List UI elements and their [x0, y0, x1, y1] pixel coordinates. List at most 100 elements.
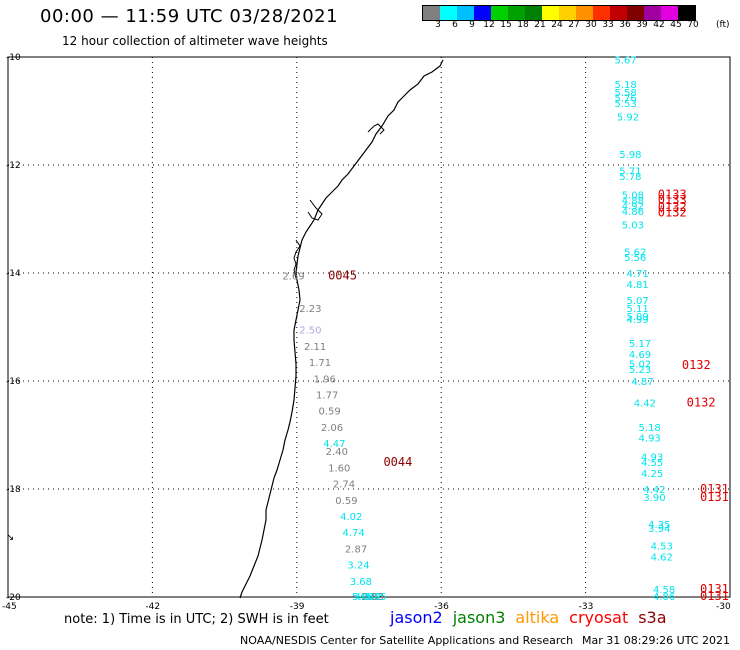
- wave-height-label: 1.60: [328, 463, 350, 474]
- wave-height-label: 4.93: [641, 453, 663, 464]
- colorbar-tick-label: 36: [619, 20, 631, 30]
- wave-height-label: 4.22: [359, 592, 381, 603]
- pass-time-label: 0132: [658, 200, 687, 214]
- wave-height-label: 4.92: [622, 202, 644, 213]
- wave-height-label: 2.83: [362, 592, 384, 603]
- lon-tick-label: -30: [716, 602, 731, 610]
- lat-tick-label: -16: [6, 377, 21, 387]
- footer-note: note: 1) Time is in UTC; 2) SWH is in fe…: [64, 612, 329, 627]
- map-subtitle: 12 hour collection of altimeter wave hei…: [62, 34, 328, 48]
- wave-height-label: 5.53: [614, 99, 636, 110]
- colorbar-tick-label: 33: [602, 20, 614, 30]
- wave-height-label: 2.40: [326, 447, 348, 458]
- wave-height-label: 4.47: [323, 439, 345, 450]
- colorbar-swatch: [525, 6, 542, 20]
- wave-height-label: 4.42: [634, 399, 656, 410]
- pass-time-label: 0131: [700, 490, 729, 504]
- lat-tick-label: -10: [6, 53, 21, 63]
- lon-tick-label: -39: [290, 602, 305, 610]
- pass-time-label: 0132: [682, 358, 711, 372]
- wave-height-label: 5.11: [627, 304, 649, 315]
- colorbar-tick-label: 45: [670, 20, 682, 30]
- pass-time-label: 0133: [658, 188, 687, 202]
- wave-height-label: 5.76: [614, 94, 636, 105]
- pass-time-label: 0133: [658, 193, 687, 207]
- lat-tick-label: -20: [6, 593, 21, 603]
- map-title: 00:00 — 11:59 UTC 03/28/2021: [40, 6, 339, 27]
- wave-height-label: 4.58: [653, 585, 675, 596]
- wave-height-label: 5.09: [627, 312, 649, 323]
- wave-height-label: 5.23: [629, 365, 651, 376]
- wave-height-label: 5.06: [352, 592, 374, 603]
- satellite-legend-altika: altika: [515, 608, 560, 627]
- arrow-icon: ↘: [6, 532, 14, 543]
- pass-time-labels: 0045004401330133013201320132013201310131…: [328, 188, 729, 603]
- coastline-island: [367, 123, 385, 135]
- colorbar-tick-labels: 3 6 9 12 15 18 21 24 27 30 33 36 39 42 45 70: [422, 20, 740, 32]
- coastline-bay: [307, 199, 323, 221]
- map-frame: [7, 56, 731, 598]
- coastline: [239, 59, 444, 599]
- wave-height-label: 4.74: [343, 528, 365, 539]
- wave-height-label: 3.90: [643, 493, 665, 504]
- colorbar-tick-label: 18: [517, 20, 529, 30]
- colorbar-unit: (ft): [716, 20, 730, 30]
- colorbar-swatch: [423, 6, 440, 20]
- colorbar-tick-label: 15: [500, 20, 512, 30]
- axis-labels: -10 -12 -14 -16 -18 -20-45 -42 -39 -36 -33 -30: [2, 53, 731, 610]
- colorbar-tick-label: 3: [435, 20, 441, 30]
- wave-height-label: 5.56: [624, 253, 646, 264]
- lat-tick-label: -18: [6, 485, 21, 495]
- colorbar-tick-label: 70: [687, 20, 699, 30]
- wave-height-label: 4.86: [622, 207, 644, 218]
- pass-time-label: 0045: [328, 269, 357, 283]
- wave-height-label: 4.02: [340, 512, 362, 523]
- lon-tick-label: -33: [579, 602, 594, 610]
- wave-height-label: 4.62: [651, 553, 673, 564]
- wave-height-label: 5.71: [619, 166, 641, 177]
- wave-height-label: 4.86: [653, 592, 675, 603]
- wave-height-label: 0.59: [335, 496, 357, 507]
- colorbar-tick-label: 24: [551, 20, 563, 30]
- colorbar-tick-label: 42: [653, 20, 665, 30]
- lat-tick-label: -12: [6, 161, 21, 171]
- colorbar-swatch: [440, 6, 457, 20]
- wave-height-label: 5.02: [629, 360, 651, 371]
- satellite-legend-cryosat: cryosat: [569, 608, 629, 627]
- wave-height-label: 3.24: [347, 561, 369, 572]
- wave-height-label: 1.96: [314, 374, 336, 385]
- colorbar-tick-label: 27: [568, 20, 580, 30]
- colorbar-tick-label: 21: [534, 20, 546, 30]
- wave-height-observations: 5.675.185.585.765.535.925.985.715.785.08…: [282, 56, 675, 603]
- colorbar-swatch: [559, 6, 576, 20]
- colorbar-swatch: [593, 6, 610, 20]
- wave-height-label: 5.58: [614, 88, 636, 99]
- wave-height-label: 4.42: [643, 485, 665, 496]
- wave-height-label: 5.92: [617, 112, 639, 123]
- colorbar-swatch: [474, 6, 491, 20]
- wave-height-label: 4.53: [651, 542, 673, 553]
- colorbar-swatch: [610, 6, 627, 20]
- coastline-inlet: [293, 239, 301, 279]
- wave-height-colorbar: [422, 5, 696, 21]
- wave-height-label: 4.93: [639, 434, 661, 445]
- satellite-legend-s3a: s3a: [638, 608, 667, 627]
- satellite-legend: jason2 jason3 altika cryosat s3a: [390, 608, 667, 627]
- pass-time-label: 0131: [700, 582, 729, 596]
- colorbar-swatch: [627, 6, 644, 20]
- credit-text: NOAA/NESDIS Center for Satellite Applica…: [240, 634, 574, 647]
- wave-height-label: 1.71: [309, 358, 331, 369]
- wave-height-label: 4.71: [627, 269, 649, 280]
- colorbar-tick-label: 30: [585, 20, 597, 30]
- grid-lines: [8, 57, 730, 597]
- colorbar-swatch: [457, 6, 474, 20]
- wave-height-label: 3.68: [350, 577, 372, 588]
- colorbar-swatch: [678, 6, 695, 20]
- wave-height-label: 4.81: [627, 280, 649, 291]
- colorbar-tick-label: 39: [636, 20, 648, 30]
- colorbar-tick-label: 9: [469, 20, 475, 30]
- colorbar-swatch: [508, 6, 525, 20]
- wave-height-label: 4.25: [641, 469, 663, 480]
- colorbar-swatch: [542, 6, 559, 20]
- wave-height-label: 4.35: [648, 520, 670, 531]
